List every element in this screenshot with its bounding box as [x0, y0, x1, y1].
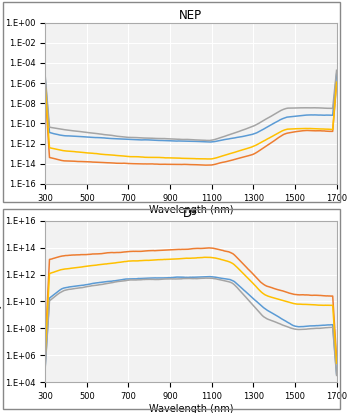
- Line: #36: #36: [45, 257, 337, 363]
- #46: [206, 274, 211, 279]
- #2: [207, 138, 211, 143]
- #36: [215, 256, 219, 261]
- X-axis label: Wavelength (nm): Wavelength (nm): [149, 404, 233, 413]
- #2: [335, 68, 339, 73]
- #46: [335, 372, 339, 377]
- #46: [95, 135, 99, 140]
- Line: #2: #2: [45, 70, 337, 140]
- #2: [43, 72, 47, 77]
- #36: [175, 156, 179, 161]
- #36: [118, 153, 122, 158]
- #36: [238, 148, 242, 153]
- #27: [43, 88, 47, 93]
- #2: [175, 137, 179, 142]
- #2: [95, 283, 99, 288]
- #36: [118, 260, 122, 265]
- Line: #2: #2: [45, 278, 337, 375]
- #36: [175, 256, 179, 261]
- #2: [263, 315, 267, 320]
- Line: #46: #46: [45, 74, 337, 142]
- #2: [118, 279, 122, 284]
- Y-axis label: Detectivity (cm√Hz/W): Detectivity (cm√Hz/W): [0, 250, 2, 353]
- #46: [43, 365, 47, 370]
- #2: [263, 117, 267, 122]
- #2: [215, 136, 219, 141]
- #36: [95, 263, 99, 268]
- #36: [335, 80, 339, 85]
- #2: [175, 276, 179, 281]
- #46: [208, 140, 212, 145]
- #27: [175, 247, 179, 252]
- Line: #27: #27: [45, 83, 337, 165]
- #46: [335, 72, 339, 77]
- Line: #36: #36: [45, 82, 337, 159]
- #27: [43, 345, 47, 350]
- #27: [175, 162, 179, 167]
- #2: [204, 275, 208, 280]
- #27: [215, 161, 219, 166]
- #46: [215, 275, 219, 280]
- #27: [335, 81, 339, 85]
- Legend: #46, #27, #2, #36: #46, #27, #2, #36: [101, 233, 281, 249]
- #27: [95, 252, 99, 256]
- #46: [238, 284, 242, 289]
- #36: [215, 155, 219, 160]
- #46: [175, 139, 179, 144]
- #2: [335, 373, 339, 378]
- #2: [118, 134, 122, 139]
- #46: [215, 139, 219, 144]
- #36: [205, 255, 209, 260]
- #27: [95, 160, 99, 165]
- Title: D*: D*: [183, 207, 198, 220]
- #46: [238, 134, 242, 139]
- #36: [206, 157, 210, 161]
- #36: [263, 138, 267, 143]
- #36: [43, 83, 47, 88]
- Title: NEP: NEP: [179, 9, 202, 21]
- #27: [118, 250, 122, 255]
- #27: [215, 247, 219, 252]
- #27: [335, 356, 339, 361]
- #36: [95, 151, 99, 156]
- Line: #46: #46: [45, 276, 337, 374]
- #27: [263, 144, 267, 149]
- X-axis label: Wavelength (nm): Wavelength (nm): [149, 205, 233, 215]
- #2: [215, 277, 219, 282]
- #46: [43, 75, 47, 80]
- #36: [238, 268, 242, 273]
- #27: [205, 163, 209, 168]
- #2: [238, 128, 242, 133]
- #36: [263, 292, 267, 297]
- #46: [263, 126, 267, 131]
- Y-axis label: NEP (W): NEP (W): [0, 85, 2, 121]
- #46: [118, 136, 122, 141]
- #46: [175, 275, 179, 280]
- #27: [263, 283, 267, 288]
- Line: #27: #27: [45, 248, 337, 358]
- #36: [335, 361, 339, 366]
- #36: [43, 353, 47, 358]
- #46: [118, 278, 122, 282]
- #2: [43, 367, 47, 372]
- #27: [118, 161, 122, 166]
- #46: [263, 306, 267, 311]
- #27: [238, 259, 242, 263]
- #27: [207, 245, 211, 250]
- #46: [95, 280, 99, 285]
- #2: [238, 289, 242, 294]
- #27: [238, 155, 242, 160]
- #2: [95, 131, 99, 136]
